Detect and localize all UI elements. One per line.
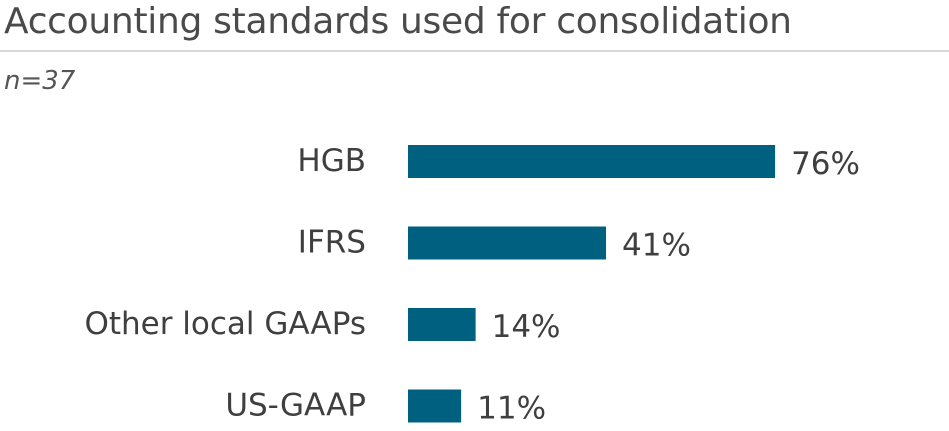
bar-other-local-gaaps: [408, 308, 476, 341]
value-label: 76%: [791, 146, 860, 182]
category-label: IFRS: [298, 225, 366, 261]
category-label: HGB: [297, 143, 366, 179]
title-divider: [0, 50, 949, 52]
category-label: US-GAAP: [225, 388, 366, 424]
value-label: 11%: [477, 391, 546, 427]
bars-layer: HGB 76% IFRS 41% Other local GAAPs 14% US-GAAP…: [84, 143, 860, 427]
sample-size-note: n=37: [4, 66, 76, 96]
bar-ifrs: [408, 226, 607, 260]
value-label: 14%: [492, 309, 561, 345]
chart-title: Accounting standards used for consolidat…: [4, 1, 792, 42]
category-label: Other local GAAPs: [84, 306, 366, 342]
value-label: 41%: [622, 228, 691, 264]
bar-us-gaap: [408, 389, 462, 423]
bar-hgb: [408, 145, 776, 178]
